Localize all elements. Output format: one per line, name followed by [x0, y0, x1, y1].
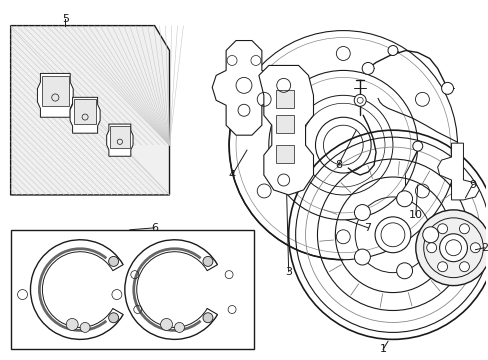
- Text: 8: 8: [334, 160, 341, 170]
- Text: 6: 6: [151, 223, 158, 233]
- Bar: [11, 230, 253, 349]
- Text: 10: 10: [408, 210, 422, 220]
- Circle shape: [441, 82, 452, 94]
- Circle shape: [374, 217, 410, 253]
- Text: 4: 4: [228, 170, 235, 180]
- Circle shape: [459, 224, 468, 234]
- Circle shape: [353, 94, 366, 106]
- Circle shape: [80, 323, 90, 332]
- Polygon shape: [74, 99, 96, 124]
- Circle shape: [396, 191, 412, 207]
- Text: 3: 3: [285, 267, 291, 276]
- Circle shape: [396, 263, 412, 279]
- Circle shape: [439, 234, 467, 262]
- Circle shape: [108, 256, 118, 266]
- Circle shape: [160, 319, 172, 330]
- Circle shape: [66, 319, 78, 330]
- Circle shape: [437, 262, 447, 272]
- Circle shape: [437, 224, 447, 234]
- Text: 5: 5: [61, 14, 69, 24]
- Circle shape: [426, 243, 436, 253]
- Polygon shape: [38, 73, 73, 117]
- Circle shape: [203, 313, 212, 323]
- Circle shape: [387, 45, 397, 55]
- Circle shape: [203, 256, 212, 266]
- Polygon shape: [212, 41, 275, 135]
- Circle shape: [459, 262, 468, 272]
- Circle shape: [108, 313, 118, 323]
- Circle shape: [415, 210, 488, 285]
- Polygon shape: [11, 26, 169, 195]
- Circle shape: [362, 62, 373, 75]
- Text: 9: 9: [468, 180, 475, 190]
- Polygon shape: [437, 143, 478, 200]
- Polygon shape: [106, 124, 133, 156]
- Text: 1: 1: [379, 345, 386, 354]
- Polygon shape: [70, 97, 100, 133]
- Circle shape: [354, 204, 369, 221]
- Text: 2: 2: [480, 243, 487, 253]
- Circle shape: [422, 227, 438, 243]
- Circle shape: [412, 141, 422, 151]
- Circle shape: [469, 243, 479, 253]
- Polygon shape: [258, 66, 313, 195]
- Polygon shape: [42, 76, 69, 106]
- Bar: [275, 90, 293, 108]
- Bar: [275, 145, 293, 163]
- Bar: [275, 115, 293, 133]
- Polygon shape: [110, 126, 129, 148]
- Circle shape: [354, 249, 369, 265]
- Text: 7: 7: [364, 223, 371, 233]
- Circle shape: [174, 323, 184, 332]
